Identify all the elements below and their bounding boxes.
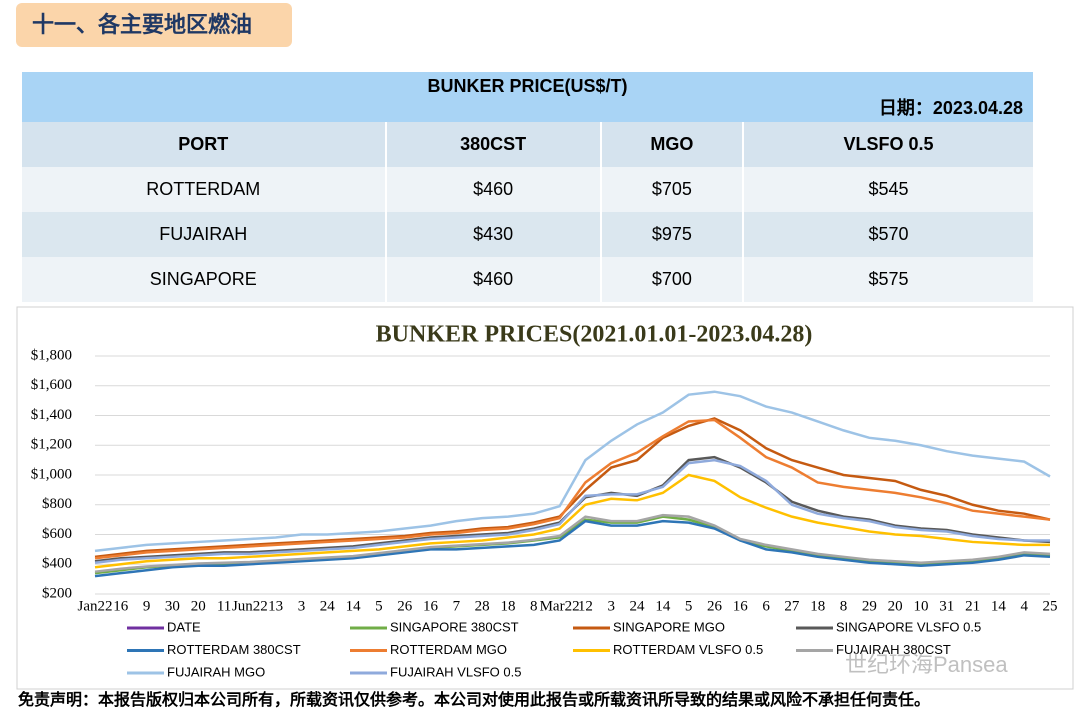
series-line (94, 473, 1050, 569)
x-tick-label: 3 (298, 598, 306, 614)
y-tick-label: $1,000 (31, 466, 72, 482)
x-tick-label: 12 (578, 598, 593, 614)
chart: BUNKER PRICES(2021.01.01-2023.04.28) $20… (16, 306, 1074, 690)
y-tick-label: $800 (42, 496, 72, 512)
legend-label: FUJAIRAH VLSFO 0.5 (390, 664, 521, 679)
x-tick-label: 24 (630, 598, 646, 614)
x-tick-label: 30 (165, 598, 180, 614)
x-tick-label: 26 (397, 598, 413, 614)
x-tick-label: 5 (685, 598, 693, 614)
x-tick-label: Mar22 (540, 598, 580, 614)
legend-label: ROTTERDAM VLSFO 0.5 (613, 642, 763, 657)
watermark: 世纪环海Pansea (845, 652, 1008, 677)
cell: $575 (743, 257, 1035, 302)
x-tick-label: 14 (655, 598, 671, 614)
y-tick-label: $1,800 (31, 347, 72, 363)
legend-label: FUJAIRAH 380CST (836, 642, 951, 657)
column-header: MGO (600, 122, 745, 167)
x-tick-label: 18 (500, 598, 515, 614)
table-title-cell: BUNKER PRICE(US$/T) 日期：2023.04.28 (22, 72, 1035, 122)
x-tick-label: 3 (607, 598, 615, 614)
x-tick-label: 5 (375, 598, 383, 614)
x-tick-label: 26 (707, 598, 723, 614)
x-tick-label: 28 (475, 598, 490, 614)
y-tick-label: $1,600 (31, 377, 72, 393)
x-tick-label: 4 (1020, 598, 1028, 614)
series-line (94, 390, 1051, 553)
x-tick-label: 16 (733, 598, 749, 614)
legend-label: ROTTERDAM MGO (390, 642, 507, 657)
x-tick-label: 16 (113, 598, 129, 614)
x-tick-label: 24 (320, 598, 336, 614)
x-tick-label: Jun22 (232, 598, 268, 614)
cell: $430 (385, 212, 602, 257)
x-tick-label: 8 (840, 598, 848, 614)
x-tick-label: 20 (888, 598, 903, 614)
x-tick-label: 7 (453, 598, 461, 614)
x-tick-label: 18 (810, 598, 825, 614)
cell: $570 (743, 212, 1035, 257)
cell: SINGAPORE (22, 257, 387, 302)
x-tick-label: 16 (423, 598, 439, 614)
legend-label: SINGAPORE VLSFO 0.5 (836, 619, 981, 634)
x-tick-label: 14 (346, 598, 362, 614)
cell: ROTTERDAM (22, 167, 387, 212)
cell: $545 (743, 167, 1035, 212)
legend-label: DATE (167, 619, 201, 634)
y-tick-label: $600 (42, 526, 72, 542)
x-tick-label: Jan22 (78, 598, 113, 614)
x-tick-label: 8 (530, 598, 538, 614)
legend-label: SINGAPORE 380CST (390, 619, 519, 634)
cell: $975 (600, 212, 745, 257)
x-tick-label: 27 (784, 598, 800, 614)
table-title: BUNKER PRICE(US$/T) (427, 76, 628, 96)
x-tick-label: 11 (217, 598, 231, 614)
x-tick-label: 29 (862, 598, 877, 614)
column-header: PORT (22, 122, 387, 167)
price-table: BUNKER PRICE(US$/T) 日期：2023.04.28 PORT 380… (22, 72, 1035, 302)
x-tick-label: 14 (991, 598, 1007, 614)
x-tick-label: 20 (191, 598, 206, 614)
cell: $705 (600, 167, 745, 212)
legend-label: FUJAIRAH MGO (167, 664, 265, 679)
legend-label: ROTTERDAM 380CST (167, 642, 301, 657)
series-line (94, 519, 1051, 578)
x-tick-label: 6 (762, 598, 770, 614)
chart-frame (16, 306, 1074, 690)
y-tick-label: $1,200 (31, 437, 72, 453)
x-tick-label: 10 (913, 598, 928, 614)
legend-label: SINGAPORE MGO (613, 619, 725, 634)
cell: $460 (385, 167, 602, 212)
series-line (94, 513, 1051, 573)
column-header: 380CST (385, 122, 602, 167)
series-line (94, 458, 1050, 565)
column-header: VLSFO 0.5 (743, 122, 1035, 167)
cell: $460 (385, 257, 602, 302)
cell: $700 (600, 257, 745, 302)
y-tick-label: $200 (42, 585, 72, 601)
x-tick-label: 25 (1043, 598, 1058, 614)
series-line (94, 417, 1051, 559)
table-date: 日期：2023.04.28 (878, 98, 1023, 118)
x-tick-label: 21 (965, 598, 980, 614)
cell: FUJAIRAH (22, 212, 387, 257)
x-tick-label: 13 (268, 598, 283, 614)
series-line (94, 418, 1051, 560)
disclaimer: 免责声明：本报告版权归本公司所有，所载资讯仅供参考。本公司对使用此报告或所载资讯… (18, 690, 931, 709)
y-tick-label: $400 (42, 556, 72, 572)
section-title: 十一、各主要地区燃油 (16, 3, 292, 47)
y-tick-label: $1,400 (31, 407, 72, 423)
x-tick-label: 31 (939, 598, 954, 614)
chart-title: BUNKER PRICES(2021.01.01-2023.04.28) (376, 322, 813, 348)
x-tick-label: 9 (143, 598, 151, 614)
